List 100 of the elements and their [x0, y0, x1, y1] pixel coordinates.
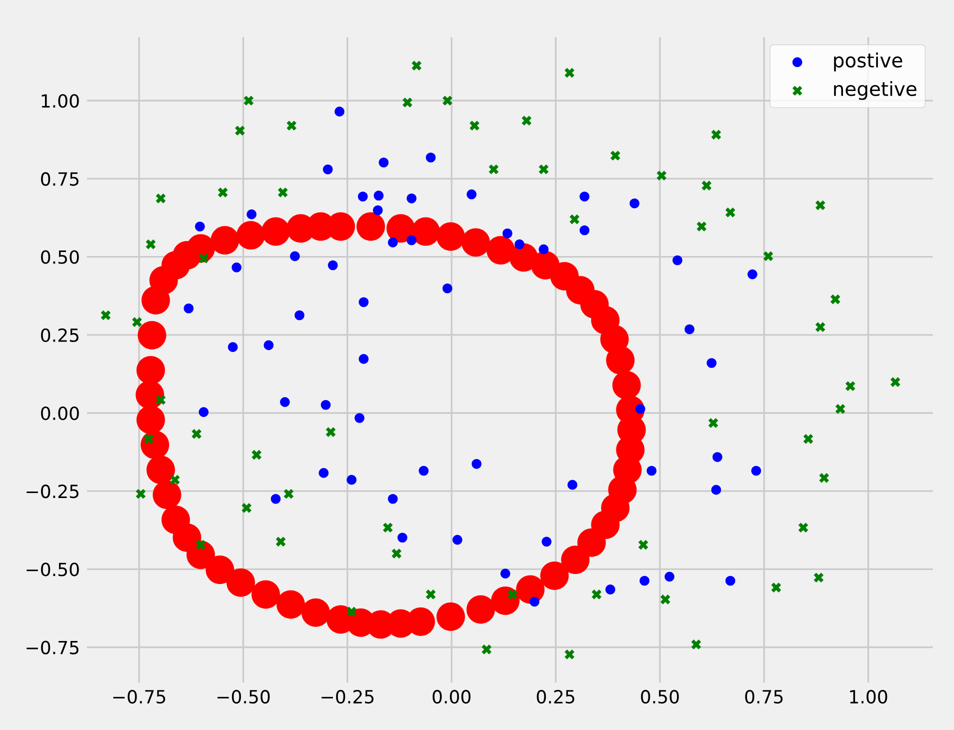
point [803, 434, 814, 444]
y-tick-label: −0.75 [26, 640, 78, 654]
point [244, 96, 254, 106]
point [146, 239, 156, 250]
point [262, 217, 290, 246]
point [228, 342, 238, 352]
point [466, 189, 476, 200]
x-tick-label: 0.50 [641, 690, 679, 704]
point [696, 222, 706, 232]
point [564, 68, 574, 78]
x-tick-label: 1.00 [850, 690, 888, 704]
point [146, 456, 175, 484]
point [660, 594, 670, 604]
point [235, 126, 245, 136]
point [156, 193, 166, 204]
point [334, 106, 344, 116]
point [522, 116, 532, 126]
point [198, 407, 209, 417]
point [482, 644, 492, 654]
y-tick-label: 1.00 [42, 94, 79, 108]
point [568, 480, 578, 490]
point [725, 576, 736, 586]
point [426, 152, 436, 162]
point [815, 200, 826, 210]
point [278, 188, 288, 198]
point [706, 358, 716, 368]
point [426, 590, 436, 600]
point [711, 484, 722, 495]
point [830, 294, 840, 304]
point [452, 534, 462, 545]
point [635, 404, 646, 414]
point [470, 120, 480, 131]
point [646, 466, 656, 476]
point [691, 640, 702, 650]
point [280, 397, 290, 407]
point [198, 253, 209, 264]
point [815, 322, 826, 332]
point [564, 650, 574, 660]
point [530, 596, 540, 607]
point [508, 590, 518, 600]
point [472, 458, 482, 469]
point [436, 222, 465, 251]
point [672, 255, 682, 266]
point [630, 198, 640, 208]
point [264, 340, 274, 350]
y-tick-label: 0.00 [41, 406, 79, 420]
y-tick-label: 0.25 [41, 328, 78, 342]
point [374, 190, 384, 200]
point [845, 381, 856, 392]
point [538, 164, 549, 174]
point [144, 434, 154, 444]
point [725, 208, 736, 218]
point [356, 212, 385, 241]
point [232, 262, 242, 272]
point [514, 239, 524, 250]
point [412, 60, 422, 71]
point [798, 522, 808, 533]
point [136, 488, 146, 499]
point [466, 595, 495, 624]
point [664, 572, 674, 582]
y-tick-label: 0.75 [41, 172, 78, 186]
legend-label: postive [834, 52, 902, 72]
point [542, 536, 552, 547]
point [136, 380, 164, 410]
point [610, 150, 620, 161]
x-tick-label: 0.75 [745, 690, 783, 704]
point [270, 494, 281, 504]
x-tick-label: −0.75 [113, 690, 166, 704]
point [751, 466, 762, 476]
point [538, 244, 549, 254]
legend-label: negetive [834, 81, 916, 100]
point [100, 310, 111, 320]
point [516, 575, 545, 604]
point [708, 418, 718, 428]
point [326, 427, 336, 437]
point [246, 209, 256, 220]
point [132, 317, 142, 328]
point [346, 606, 356, 617]
point [748, 269, 758, 280]
point [561, 546, 590, 574]
point [318, 468, 329, 478]
point [388, 238, 398, 248]
point [656, 170, 666, 181]
x-tick-label: −0.50 [217, 690, 270, 704]
point [206, 556, 234, 584]
point [398, 532, 408, 543]
point [358, 297, 369, 308]
point [346, 474, 356, 485]
point [814, 572, 824, 583]
y-tick-label: 0.50 [41, 250, 79, 264]
point [184, 303, 194, 314]
point [382, 522, 393, 533]
point [605, 584, 616, 594]
point [252, 580, 280, 609]
point [771, 582, 782, 593]
point [302, 598, 330, 627]
point [276, 536, 286, 547]
point [138, 320, 166, 350]
point [156, 394, 166, 405]
point [252, 450, 262, 460]
